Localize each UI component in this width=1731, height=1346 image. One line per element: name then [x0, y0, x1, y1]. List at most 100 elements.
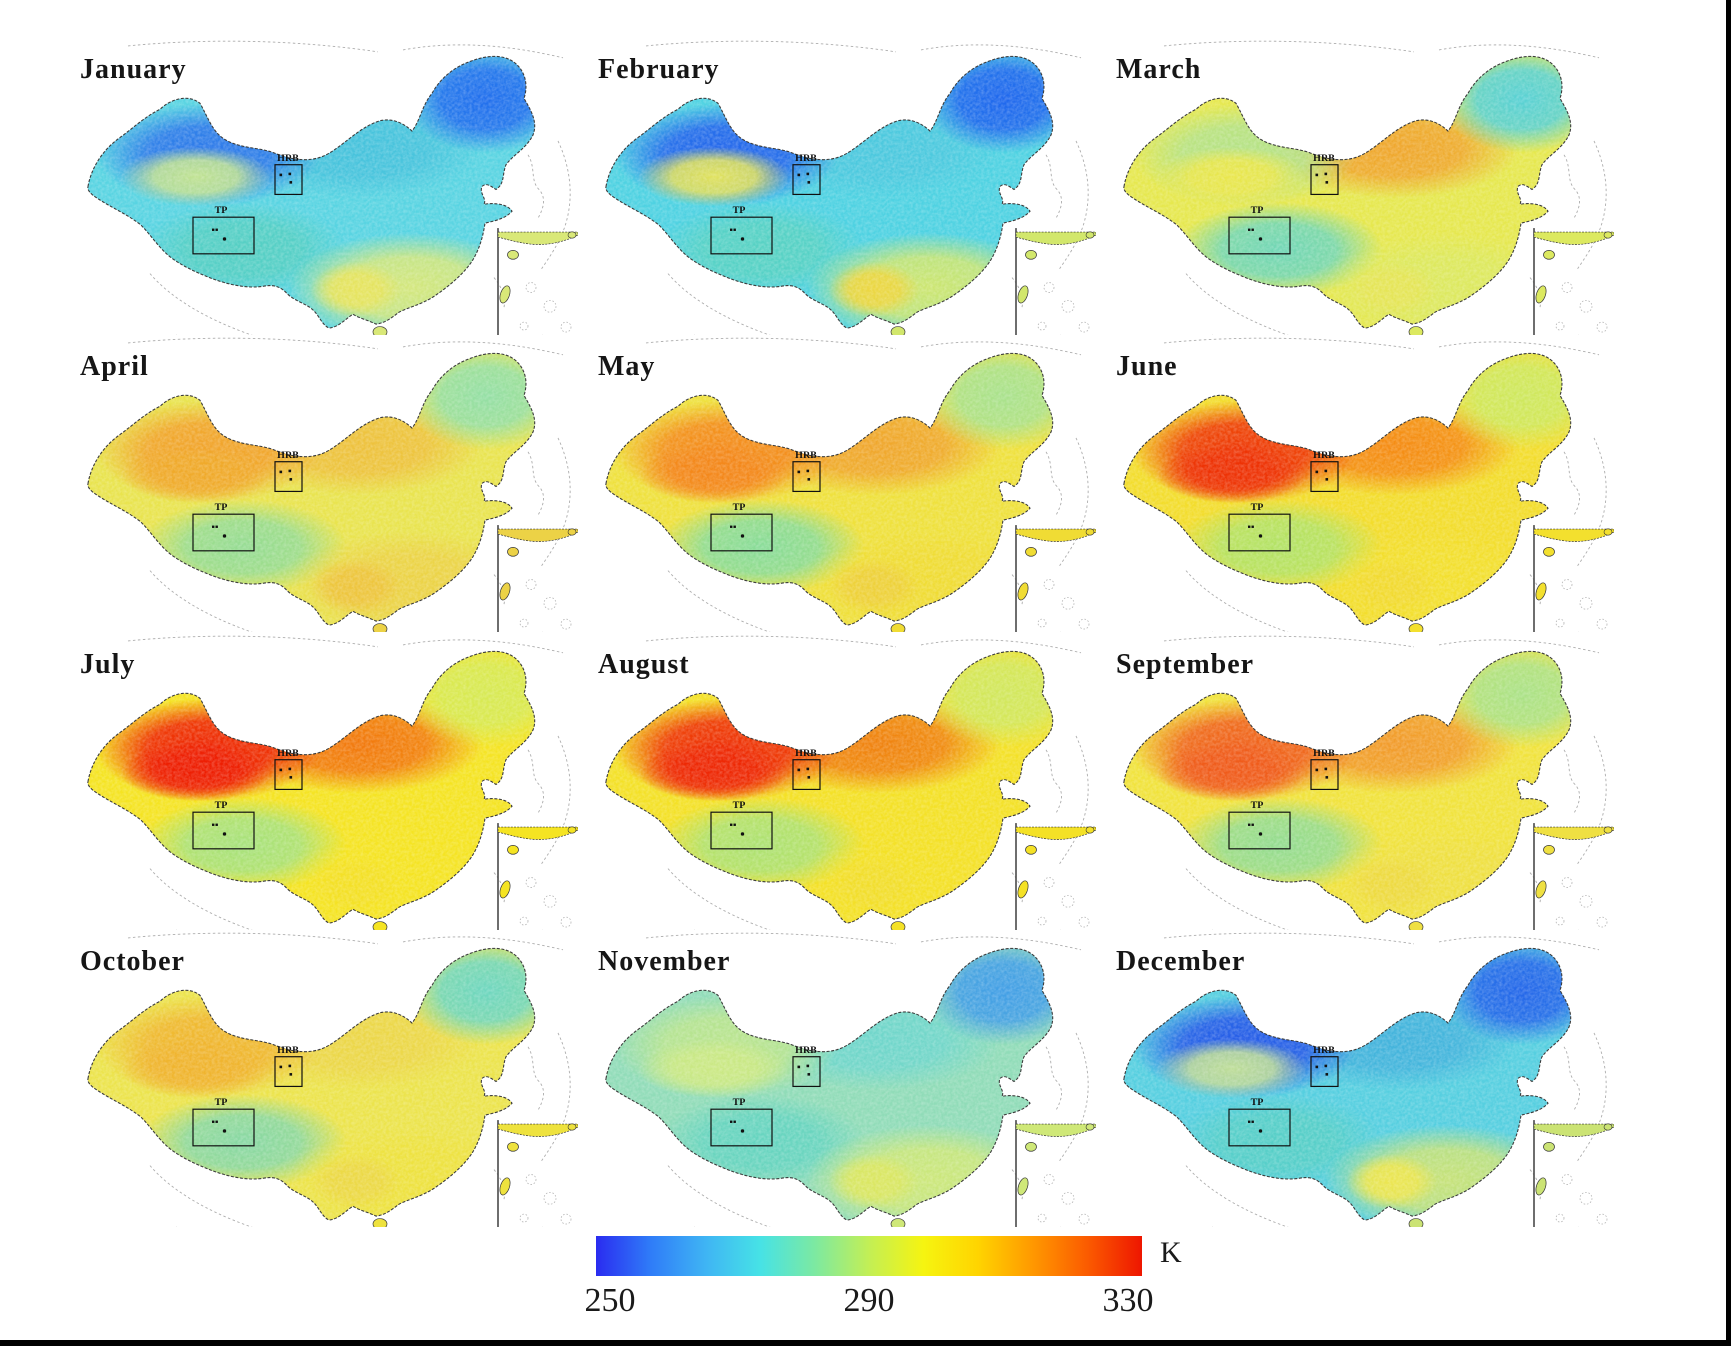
hrb-box: HRB	[1310, 450, 1339, 493]
tp-box-label: TP	[215, 205, 228, 216]
hrb-box: HRB	[1310, 748, 1339, 791]
taiwan-island	[499, 880, 511, 899]
colorbar: K 250 290 330	[585, 1236, 1182, 1346]
tp-box-label: TP	[733, 502, 746, 513]
tp-box: TP	[1228, 205, 1291, 255]
tp-box: TP	[192, 205, 255, 255]
south-china-sea-inset	[497, 823, 578, 930]
china-lst-map: HRB TP	[87, 337, 578, 632]
hrb-box: HRB	[274, 450, 303, 493]
taiwan-island	[499, 285, 511, 304]
tp-box: TP	[710, 205, 773, 255]
month-panel-january: HRB TP January	[58, 38, 578, 335]
tp-box-label: TP	[1251, 205, 1264, 216]
taiwan-island	[499, 582, 511, 601]
month-label: June	[1116, 351, 1178, 382]
hainan-island	[372, 326, 388, 335]
taiwan-island	[1017, 582, 1029, 601]
south-china-sea-inset	[497, 525, 578, 632]
month-panel-june: HRB TP June	[1094, 335, 1614, 632]
hainan-island	[1408, 1218, 1424, 1227]
month-label: August	[598, 649, 690, 680]
taiwan-island	[1535, 582, 1547, 601]
china-lst-map: HRB TP	[87, 932, 578, 1227]
tp-box-label: TP	[215, 800, 228, 811]
month-label: April	[80, 351, 149, 382]
tp-box-label: TP	[1251, 800, 1264, 811]
colorbar-unit-label: K	[1160, 1236, 1182, 1269]
tp-box: TP	[1228, 800, 1291, 850]
tp-box-label: TP	[215, 1097, 228, 1108]
hrb-box-label: HRB	[795, 153, 817, 164]
hrb-box-label: HRB	[277, 450, 299, 461]
tp-box: TP	[192, 502, 255, 552]
hrb-box: HRB	[792, 153, 821, 196]
right-border-line	[1726, 0, 1731, 1346]
month-label: May	[598, 351, 656, 382]
south-china-sea-inset	[1015, 525, 1096, 632]
south-china-sea-inset	[1533, 228, 1614, 335]
hainan-island	[1408, 921, 1424, 930]
tp-box-label: TP	[215, 502, 228, 513]
south-china-sea-inset	[497, 1120, 578, 1227]
south-china-sea-inset	[1015, 823, 1096, 930]
hainan-island	[890, 1218, 906, 1227]
tp-box-label: TP	[733, 205, 746, 216]
month-panel-march: HRB TP March	[1094, 38, 1614, 335]
month-label: February	[598, 54, 720, 85]
hrb-box-label: HRB	[1313, 748, 1335, 759]
hainan-island	[1408, 623, 1424, 632]
hrb-box-label: HRB	[1313, 153, 1335, 164]
colorbar-gradient-bar	[596, 1236, 1142, 1276]
colorbar-tick-min: 250	[584, 1282, 636, 1319]
china-lst-map: HRB TP	[605, 40, 1096, 335]
tp-box: TP	[710, 1097, 773, 1147]
month-label: September	[1116, 649, 1255, 680]
hrb-box: HRB	[274, 153, 303, 196]
month-panel-august: HRB TP August	[576, 633, 1096, 930]
south-china-sea-inset	[1533, 823, 1614, 930]
hrb-box-label: HRB	[277, 748, 299, 759]
tp-box: TP	[1228, 502, 1291, 552]
month-panel-february: HRB TP February	[576, 38, 1096, 335]
hrb-box: HRB	[1310, 153, 1339, 196]
tp-box: TP	[192, 1097, 255, 1147]
hrb-box-label: HRB	[795, 450, 817, 461]
south-china-sea-inset	[1015, 1120, 1096, 1227]
taiwan-island	[499, 1177, 511, 1196]
south-china-sea-inset	[1015, 228, 1096, 335]
colorbar-tick-max: 330	[1102, 1282, 1154, 1319]
china-lst-map: HRB TP	[1123, 635, 1614, 930]
month-panel-november: HRB TP November	[576, 930, 1096, 1227]
south-china-sea-inset	[1533, 525, 1614, 632]
hrb-box: HRB	[792, 1045, 821, 1088]
tp-box-label: TP	[1251, 502, 1264, 513]
hainan-island	[890, 326, 906, 335]
tp-box-label: TP	[733, 1097, 746, 1108]
china-lst-map: HRB TP	[1123, 932, 1614, 1227]
hrb-box: HRB	[274, 1045, 303, 1088]
hrb-box: HRB	[274, 748, 303, 791]
colorbar-tick-mid: 290	[843, 1282, 895, 1319]
china-lst-map: HRB TP	[87, 635, 578, 930]
month-label: January	[80, 54, 187, 85]
month-panel-may: HRB TP May	[576, 335, 1096, 632]
hainan-island	[372, 921, 388, 930]
hrb-box: HRB	[792, 450, 821, 493]
bottom-border-line	[0, 1340, 1731, 1346]
hrb-box-label: HRB	[1313, 450, 1335, 461]
south-china-sea-inset	[1533, 1120, 1614, 1227]
hrb-box: HRB	[792, 748, 821, 791]
month-label: November	[598, 946, 731, 977]
china-lst-map: HRB TP	[605, 337, 1096, 632]
month-label: July	[80, 649, 136, 680]
china-lst-map: HRB TP	[605, 635, 1096, 930]
hainan-island	[1408, 326, 1424, 335]
tp-box: TP	[1228, 1097, 1291, 1147]
hrb-box-label: HRB	[1313, 1045, 1335, 1056]
taiwan-island	[1017, 880, 1029, 899]
month-panel-july: HRB TP July	[58, 633, 578, 930]
hrb-box-label: HRB	[277, 153, 299, 164]
hrb-box-label: HRB	[795, 748, 817, 759]
